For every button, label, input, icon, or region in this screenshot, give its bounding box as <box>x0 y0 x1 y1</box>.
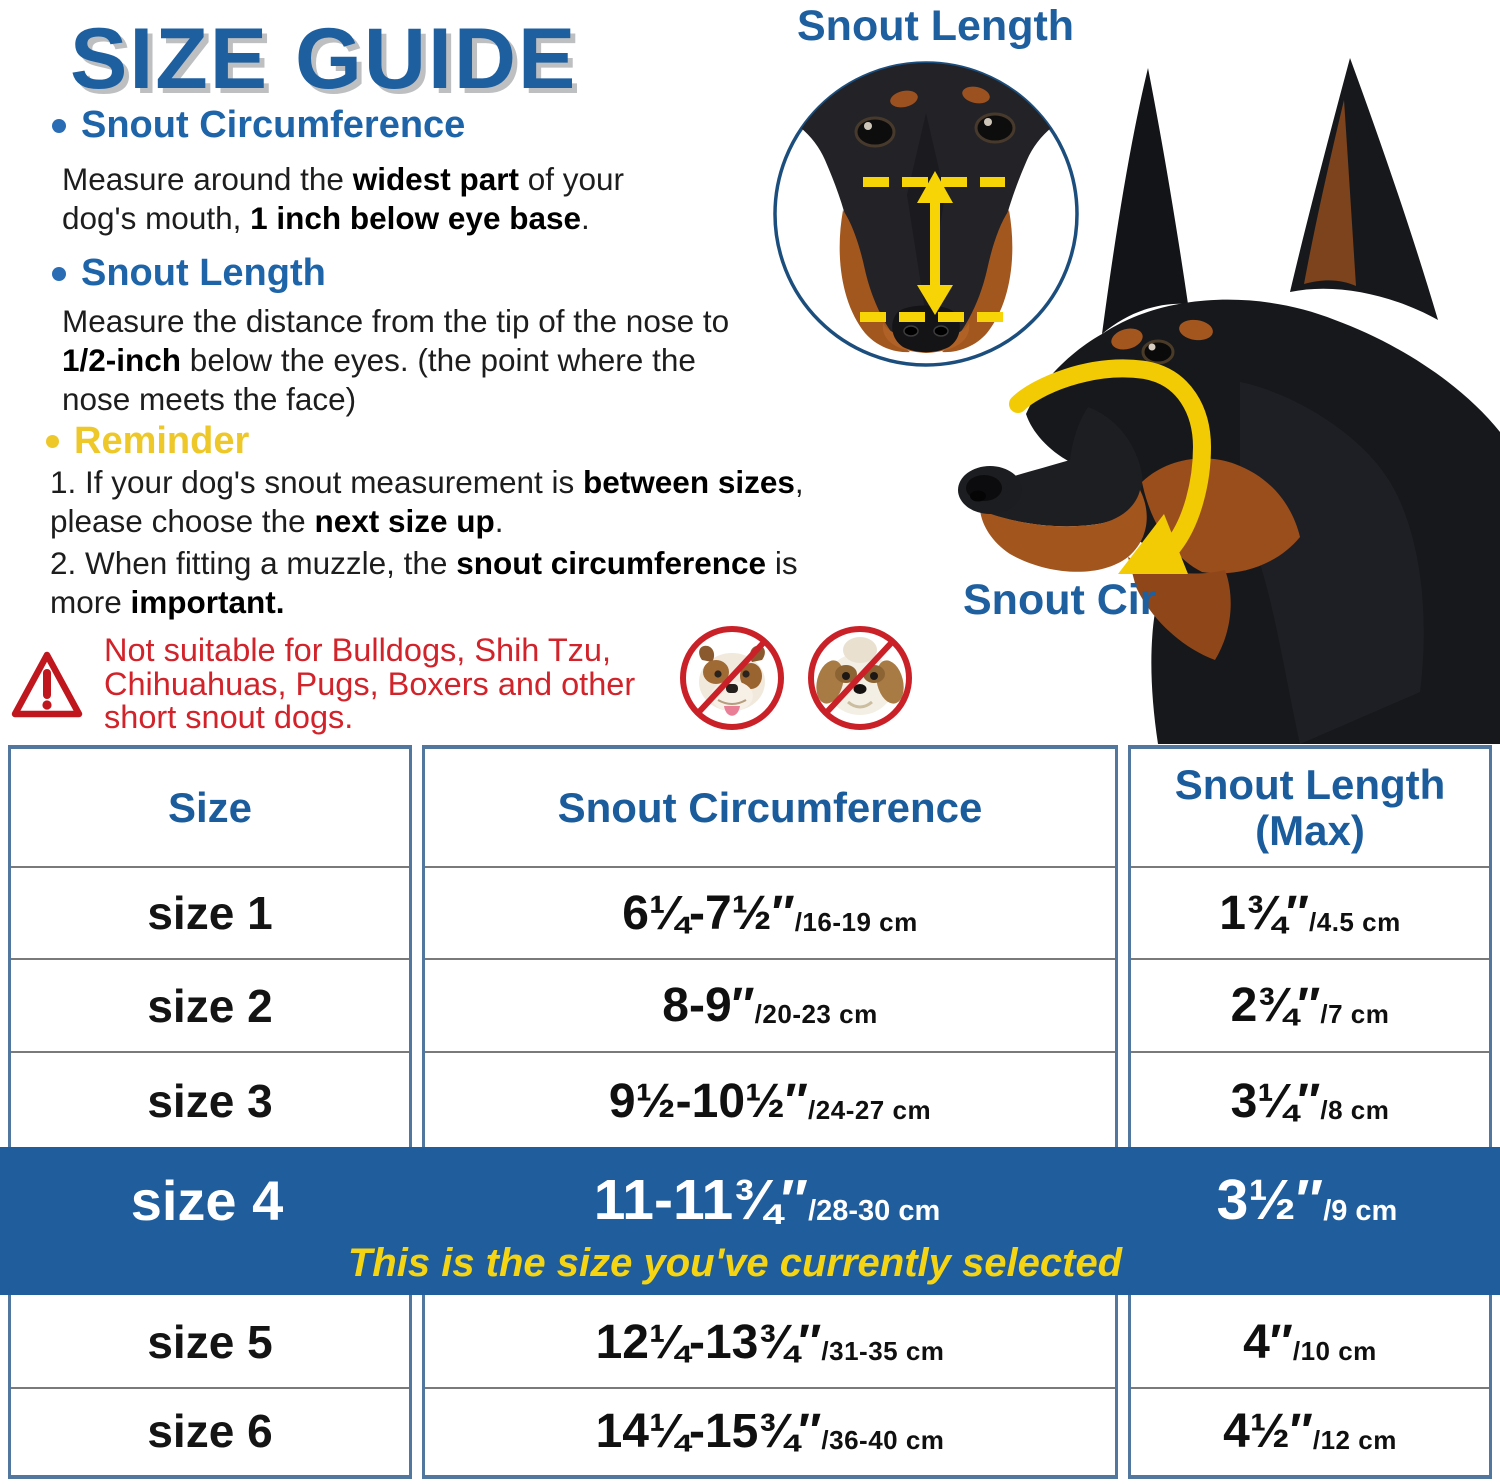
bullet-icon <box>52 266 66 281</box>
page-title: SIZE GUIDE <box>70 11 578 107</box>
cm-value: /31-35 cm <box>821 1335 945 1366</box>
table-row-size-3-circumference: 9½-10½″/24-27 cm <box>425 1053 1115 1149</box>
table-column-circumference: Snout Circumference 6¼-7½″/16-19 cm 8-9″… <box>422 745 1118 1479</box>
table-row-size-1-circumference: 6¼-7½″/16-19 cm <box>425 868 1115 960</box>
header-line: (Max) <box>1255 806 1365 854</box>
table-row-size-2-circumference: 8-9″/20-23 cm <box>425 960 1115 1053</box>
circumference-instructions: Measure around the widest part of your d… <box>62 160 687 238</box>
cm-value: /20-23 cm <box>754 999 878 1029</box>
text-segment: of your dog's mouth, <box>62 161 625 236</box>
text-segment-bold: 1/2-inch <box>62 342 182 378</box>
no-shihtzu-icon <box>808 626 912 730</box>
text-segment: . <box>494 503 504 539</box>
snout-length-diagram <box>773 61 1079 367</box>
section-heading-snout-length: Snout Length <box>52 252 326 295</box>
snout-length-measure-arrow-icon <box>860 171 1010 322</box>
table-column-length: Snout Length (Max) 1¾″/4.5 cm 2¾″/7 cm 3¼… <box>1128 745 1492 1479</box>
cm-value: /10 cm <box>1292 1335 1377 1366</box>
text-segment-bold: widest part <box>352 161 519 197</box>
doberman-photo <box>958 58 1500 744</box>
cm-value: /28-30 cm <box>808 1194 941 1227</box>
length-instructions: Measure the distance from the tip of the… <box>62 302 767 419</box>
text-segment: is more <box>50 545 798 620</box>
inches-value: 2¾″ <box>1230 979 1321 1032</box>
inches-value: 4″ <box>1243 1315 1293 1369</box>
header-line: Snout Length <box>1174 760 1446 808</box>
text-segment-bold: next size up <box>314 503 495 539</box>
cm-value: /36-40 cm <box>821 1424 945 1455</box>
inches-value: 12¼-13¾″ <box>595 1315 822 1369</box>
text-segment-bold: between sizes <box>583 464 795 500</box>
selected-size-note: This is the size you've currently select… <box>347 1241 1123 1285</box>
table-row-size-6-length: 4½″/12 cm <box>1131 1389 1489 1473</box>
table-row-size-5-name: size 5 <box>11 1297 409 1389</box>
snout-cir-arrow-icon <box>1009 359 1212 574</box>
snout-cir-label: Snout Cir <box>963 576 1157 624</box>
table-row-size-1-name: size 1 <box>11 868 409 960</box>
text-segment: . <box>581 200 590 236</box>
no-bulldog-icon <box>680 626 784 730</box>
cm-value: /9 cm <box>1323 1194 1398 1227</box>
text-segment: 1. If your dog's snout measurement is <box>50 464 584 500</box>
table-column-size: Size size 1 size 2 size 3 size 5 size 6 <box>8 745 412 1479</box>
cm-value: /4.5 cm <box>1309 906 1401 937</box>
inches-value: 1¾″ <box>1219 886 1310 940</box>
cm-value: /24-27 cm <box>808 1094 932 1125</box>
warning-icon <box>11 651 83 718</box>
section-heading-label: Snout Length <box>81 252 326 294</box>
section-heading-label: Snout Circumference <box>81 104 466 146</box>
inches-value: 14¼-15¾″ <box>595 1404 822 1458</box>
selected-size-row: size 4 11-11¾″/28-30 cm 3½″/9 cm This is… <box>0 1147 1500 1295</box>
inches-value: 3¼″ <box>1230 1074 1321 1128</box>
table-header-circumference: Snout Circumference <box>425 749 1115 868</box>
table-row-size-2-name: size 2 <box>11 960 409 1053</box>
inches-value: 3½″ <box>1216 1168 1324 1232</box>
table-row-size-6-circumference: 14¼-15¾″/36-40 cm <box>425 1389 1115 1473</box>
size-table: Size size 1 size 2 size 3 size 5 size 6 … <box>0 745 1500 1479</box>
reminder-item-2: 2. When fitting a muzzle, the snout circ… <box>50 544 850 622</box>
text-segment: , please choose the <box>50 464 804 539</box>
text-segment-bold: snout circumference <box>456 545 767 581</box>
text-segment-bold: 1 inch below eye base <box>250 200 582 236</box>
selected-row-size-name: size 4 <box>130 1168 284 1232</box>
text-segment: 2. When fitting a muzzle, the <box>50 545 457 581</box>
selected-row-length: 3½″/9 cm <box>1128 1157 1486 1243</box>
table-row-size-6-name: size 6 <box>147 1405 273 1457</box>
inches-value: 9½-10½″ <box>608 1074 809 1128</box>
cm-value: /12 cm <box>1312 1424 1397 1455</box>
table-row-size-3-length: 3¼″/8 cm <box>1131 1053 1489 1149</box>
inches-value: 6¼-7½″ <box>622 886 795 940</box>
table-row-size-2-length: 2¾″/7 cm <box>1131 960 1489 1053</box>
text-segment-bold: important. <box>130 584 285 620</box>
text-segment: Measure the distance from the tip of the… <box>62 303 730 339</box>
section-heading-reminder: Reminder <box>46 420 249 463</box>
cm-value: /7 cm <box>1320 999 1390 1029</box>
reminder-item-1: 1. If your dog's snout measurement is be… <box>50 463 850 541</box>
text-segment: Measure around the <box>62 161 353 197</box>
cm-value: /16-19 cm <box>794 906 918 937</box>
bullet-icon <box>46 435 59 448</box>
table-row-size-5-circumference: 12¼-13¾″/31-35 cm <box>425 1297 1115 1389</box>
inches-value: 8-9″ <box>662 979 755 1032</box>
warning-block: Not suitable for Bulldogs, Shih Tzu, Chi… <box>8 630 668 735</box>
inches-value: 11-11¾″ <box>593 1168 809 1232</box>
table-row-size-5-length: 4″/10 cm <box>1131 1297 1489 1389</box>
warning-text: Not suitable for Bulldogs, Shih Tzu, Chi… <box>104 632 636 735</box>
table-row-size-3-name: size 3 <box>147 1075 273 1127</box>
cm-value: /8 cm <box>1320 1094 1390 1125</box>
section-heading-label: Reminder <box>74 420 250 462</box>
table-row-size-1-length: 1¾″/4.5 cm <box>1131 868 1489 960</box>
text-segment: below the eyes. (the point where the nos… <box>62 342 696 417</box>
inches-value: 4½″ <box>1223 1404 1313 1458</box>
table-header-length: Snout Length (Max) <box>1131 749 1489 868</box>
snout-length-label: Snout Length <box>797 2 1075 50</box>
selected-row-circumference: 11-11¾″/28-30 cm <box>422 1157 1112 1243</box>
section-heading-snout-circumference: Snout Circumference <box>52 104 465 147</box>
table-header-size: Size <box>11 749 409 868</box>
bullet-icon <box>52 118 66 133</box>
